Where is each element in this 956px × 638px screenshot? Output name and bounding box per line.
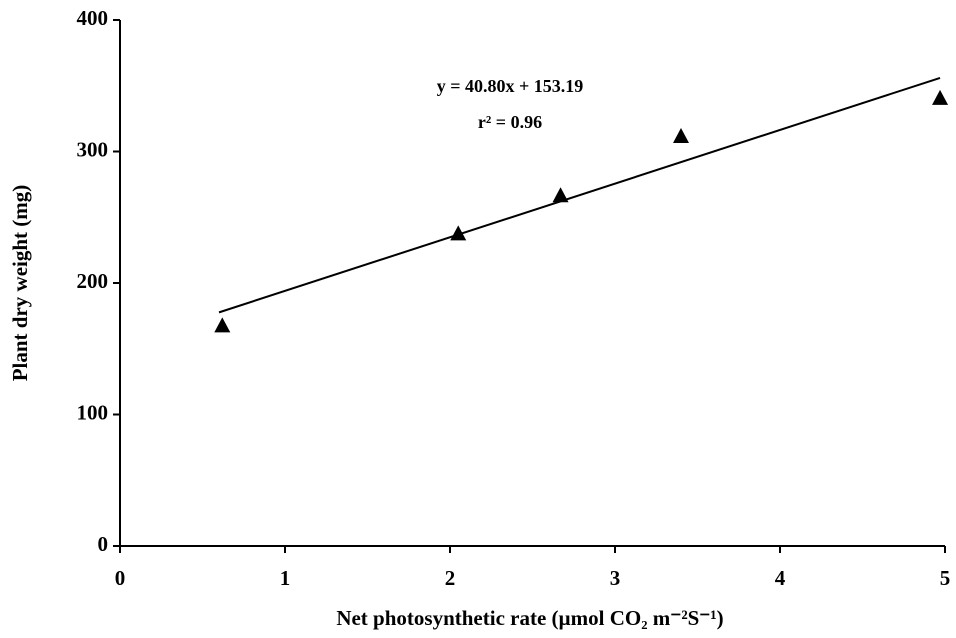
point <box>552 187 569 203</box>
trend-line <box>218 76 941 314</box>
y-tick-label: 400 <box>77 6 109 30</box>
y-axis-title: Plant dry weight (mg) <box>8 185 32 382</box>
equation: y = 40.80x + 153.19 <box>437 76 584 96</box>
y-tick-label: 0 <box>98 532 109 556</box>
x-tick-label: 5 <box>940 566 951 590</box>
x-tick-label: 4 <box>775 566 786 590</box>
x-axis-title: Net photosynthetic rate (µmol CO₂ m⁻²S⁻¹… <box>336 606 723 630</box>
x-tick-label: 0 <box>115 566 126 590</box>
point <box>214 317 231 333</box>
r-squared: r² = 0.96 <box>478 112 542 132</box>
point <box>932 89 949 105</box>
y-tick-label: 200 <box>77 269 109 293</box>
y-tick-label: 100 <box>77 400 109 424</box>
x-tick-label: 3 <box>610 566 621 590</box>
x-tick-label: 1 <box>280 566 291 590</box>
x-tick-label: 2 <box>445 566 456 590</box>
point <box>673 128 689 144</box>
y-tick-label: 300 <box>77 137 109 161</box>
point <box>450 225 467 241</box>
